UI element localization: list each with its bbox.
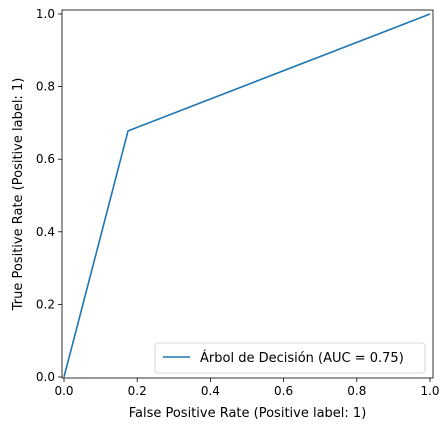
y-tick-label: 0.8 [36,80,55,94]
x-tick-label: 0.0 [54,384,73,398]
y-tick-label: 0.6 [36,152,55,166]
y-tick-label: 0.0 [36,370,55,384]
y-tick-label: 1.0 [36,7,55,21]
x-axis-label: False Positive Rate (Positive label: 1) [129,406,367,421]
y-tick-label: 0.2 [36,297,55,311]
legend: Árbol de Decisión (AUC = 0.75) [154,342,426,374]
plot-frame [61,9,434,379]
legend-box [154,342,426,374]
x-tick-label: 0.4 [201,384,220,398]
series-layer [63,13,431,378]
x-tick-label: 0.8 [347,384,366,398]
roc-curve-line [63,13,431,378]
x-tick-label: 1.0 [420,384,439,398]
ticks-layer: 0.0 0.2 0.4 0.6 0.8 1.0 0.0 0.2 0.4 0.6 0.8 1.0 [36,7,440,398]
legend-label: Árbol de Decisión (AUC = 0.75) [200,350,404,366]
y-tick-label: 0.4 [36,225,55,239]
x-tick-label: 0.6 [274,384,293,398]
y-axis-label: True Positive Rate (Positive label: 1) [11,78,26,312]
x-tick-label: 0.2 [128,384,147,398]
